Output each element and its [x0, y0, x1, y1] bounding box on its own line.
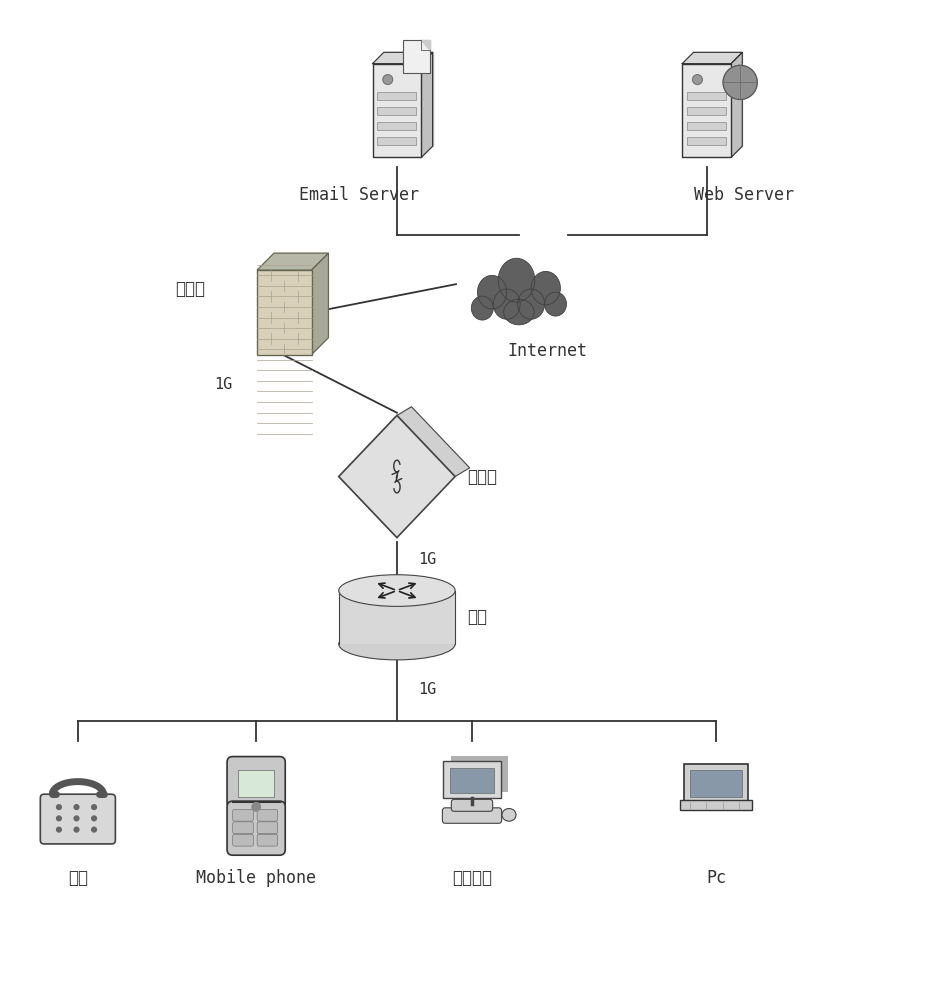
Ellipse shape [478, 275, 507, 309]
Circle shape [57, 805, 61, 809]
Circle shape [693, 75, 702, 84]
Ellipse shape [339, 575, 455, 606]
FancyBboxPatch shape [257, 270, 312, 355]
FancyBboxPatch shape [403, 40, 430, 73]
Circle shape [252, 803, 261, 811]
Polygon shape [312, 253, 329, 355]
Text: Web Server: Web Server [694, 186, 794, 204]
FancyBboxPatch shape [449, 768, 495, 793]
Text: 防火墙: 防火墙 [176, 280, 206, 298]
Circle shape [92, 816, 96, 821]
Text: Pc: Pc [706, 869, 726, 887]
FancyBboxPatch shape [687, 107, 726, 115]
Ellipse shape [339, 628, 455, 660]
Text: 1G: 1G [418, 682, 436, 697]
Text: 1G: 1G [418, 552, 436, 567]
Ellipse shape [517, 289, 545, 319]
Polygon shape [373, 52, 432, 64]
Circle shape [75, 816, 79, 821]
FancyBboxPatch shape [687, 137, 726, 145]
Polygon shape [396, 407, 470, 477]
FancyBboxPatch shape [41, 794, 115, 844]
Polygon shape [257, 253, 329, 270]
Polygon shape [683, 52, 742, 64]
Circle shape [57, 816, 61, 821]
FancyBboxPatch shape [339, 591, 455, 644]
Circle shape [383, 75, 393, 84]
FancyBboxPatch shape [687, 122, 726, 130]
Polygon shape [694, 52, 742, 146]
Text: Internet: Internet [507, 342, 587, 360]
Text: Email Server: Email Server [299, 186, 419, 204]
FancyBboxPatch shape [373, 64, 421, 157]
FancyBboxPatch shape [378, 107, 416, 115]
FancyBboxPatch shape [444, 761, 500, 798]
Ellipse shape [471, 296, 494, 320]
Ellipse shape [502, 809, 516, 821]
Circle shape [57, 827, 61, 832]
FancyBboxPatch shape [228, 757, 285, 808]
FancyBboxPatch shape [257, 822, 278, 834]
Polygon shape [384, 52, 432, 146]
FancyBboxPatch shape [233, 834, 253, 846]
Text: 1G: 1G [214, 377, 232, 392]
Polygon shape [421, 52, 432, 157]
FancyBboxPatch shape [451, 799, 493, 811]
FancyBboxPatch shape [451, 756, 508, 792]
Polygon shape [339, 415, 455, 538]
FancyBboxPatch shape [378, 122, 416, 130]
Polygon shape [339, 415, 396, 538]
FancyBboxPatch shape [228, 801, 285, 855]
FancyBboxPatch shape [257, 834, 278, 846]
Text: 交换机: 交换机 [467, 468, 497, 486]
Circle shape [92, 827, 96, 832]
FancyBboxPatch shape [257, 809, 278, 821]
Polygon shape [421, 40, 430, 50]
Text: 网关: 网关 [467, 608, 487, 626]
Circle shape [75, 827, 79, 832]
Text: Mobile phone: Mobile phone [196, 869, 316, 887]
Circle shape [723, 65, 757, 99]
FancyBboxPatch shape [233, 822, 253, 834]
Ellipse shape [545, 292, 566, 316]
Text: 台式电脑: 台式电脑 [452, 869, 492, 887]
Text: 电话: 电话 [68, 869, 88, 887]
Polygon shape [731, 52, 742, 157]
Ellipse shape [498, 258, 535, 302]
FancyBboxPatch shape [233, 809, 253, 821]
Ellipse shape [504, 299, 534, 325]
Circle shape [75, 805, 79, 809]
Ellipse shape [531, 271, 561, 305]
FancyBboxPatch shape [378, 92, 416, 100]
FancyBboxPatch shape [687, 92, 726, 100]
Circle shape [92, 805, 96, 809]
FancyBboxPatch shape [238, 770, 274, 797]
FancyBboxPatch shape [378, 137, 416, 145]
FancyBboxPatch shape [690, 770, 742, 797]
Ellipse shape [494, 289, 520, 319]
FancyBboxPatch shape [680, 800, 752, 810]
FancyBboxPatch shape [684, 764, 748, 802]
FancyBboxPatch shape [443, 808, 501, 823]
FancyBboxPatch shape [683, 64, 731, 157]
